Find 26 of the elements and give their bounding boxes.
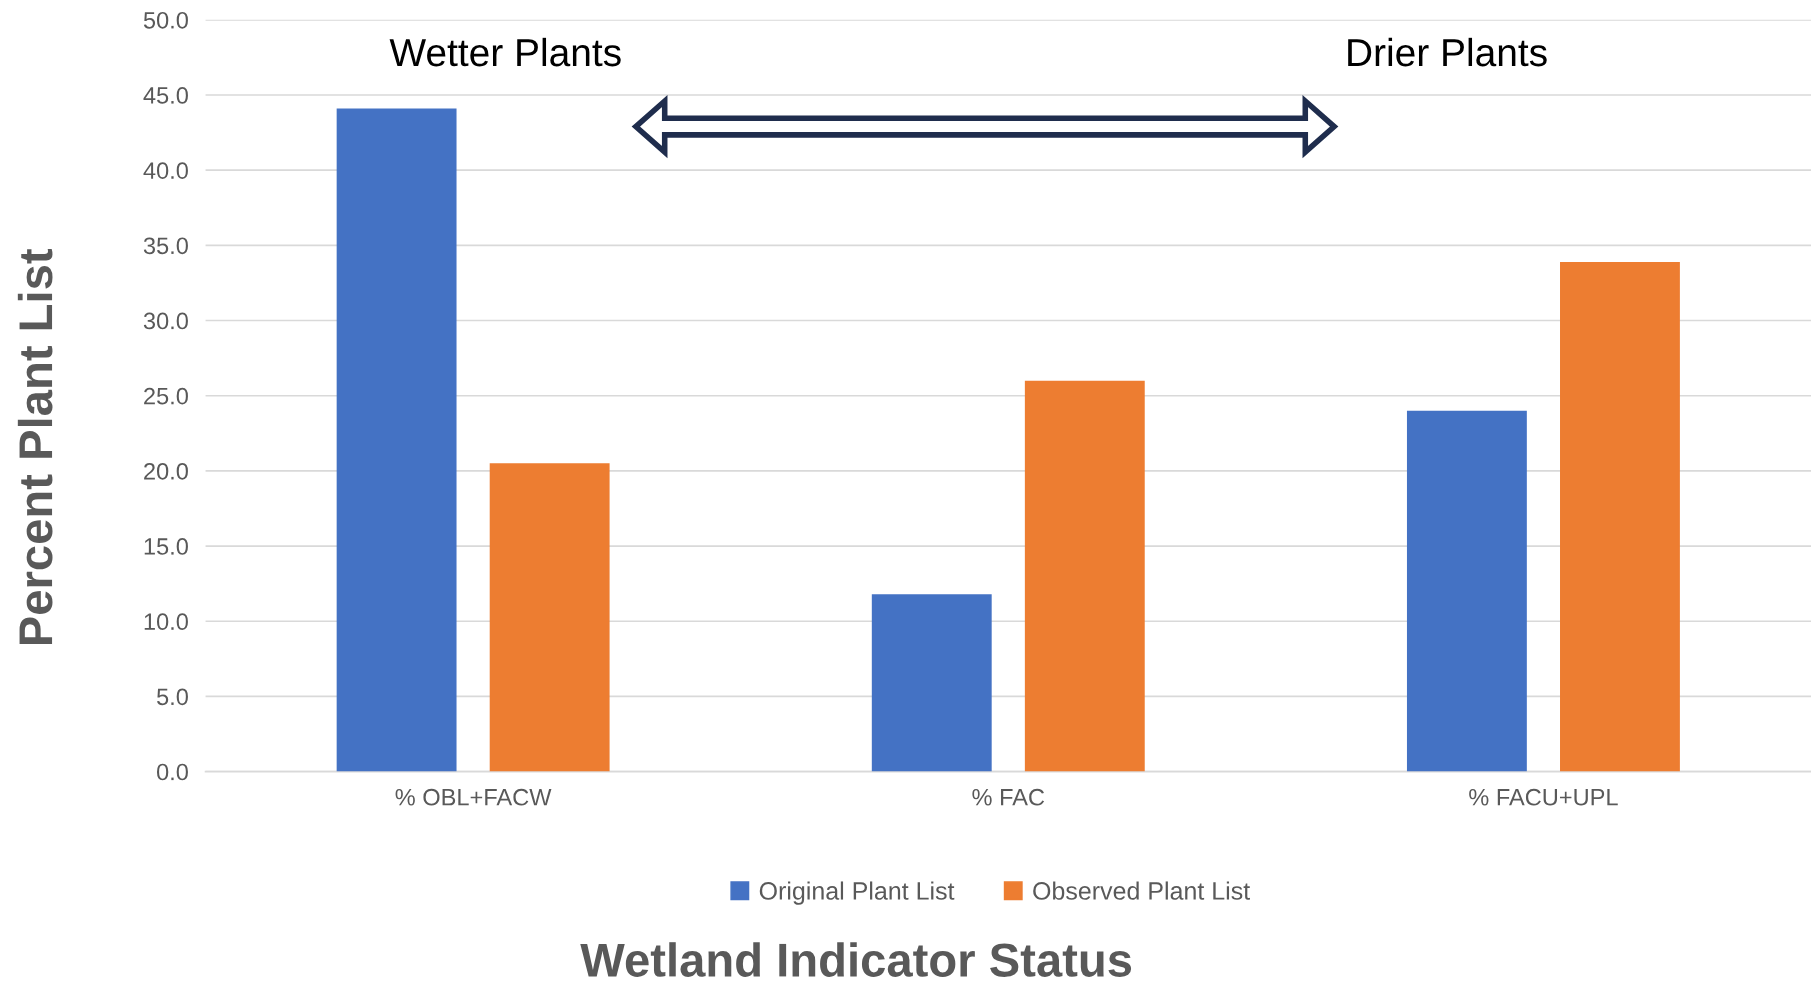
x-axis-title: Wetland Indicator Status <box>580 942 1132 977</box>
y-tick-label: 10.0 <box>144 613 188 631</box>
annotation: Wetter Plants <box>389 37 621 67</box>
x-tick-label: % OBL+FACW <box>395 788 552 806</box>
y-tick-label: 0.0 <box>156 763 188 781</box>
legend-label: Observed Plant List <box>1033 881 1250 900</box>
x-tick-label: % FACU+UPL <box>1469 788 1618 806</box>
bar <box>1024 380 1145 772</box>
bar <box>1406 410 1527 772</box>
x-tick-label: % FAC <box>972 788 1045 806</box>
annotation: Drier Plants <box>1348 37 1547 67</box>
y-tick-label: 25.0 <box>144 387 188 405</box>
y-axis-title: Percent Plant List <box>17 248 53 645</box>
bar <box>1560 261 1680 772</box>
y-tick-label: 50.0 <box>143 11 188 29</box>
y-tick-label: 30.0 <box>143 312 188 330</box>
y-tick-label: 5.0 <box>157 688 188 706</box>
y-tick-label: 45.0 <box>143 87 188 104</box>
bar <box>489 463 610 772</box>
y-tick-label: 40.0 <box>143 162 188 179</box>
y-tick-label: 35.0 <box>143 237 188 255</box>
legend-label: Original Plant List <box>759 881 955 905</box>
bar <box>871 594 992 772</box>
bar <box>336 108 457 772</box>
y-tick-label: 20.0 <box>144 462 188 480</box>
y-tick-label: 15.0 <box>144 538 188 555</box>
